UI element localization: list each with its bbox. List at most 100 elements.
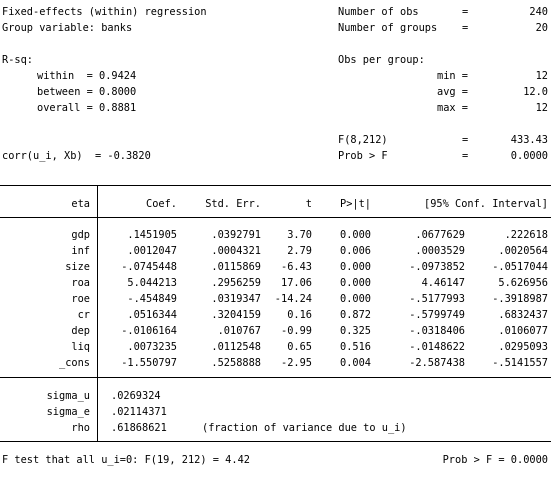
nobs-eq: =: [462, 6, 469, 18]
table-top-rule: [0, 185, 551, 186]
sigma-var-name: sigma_e: [46, 406, 90, 418]
coef-value: -.454849: [127, 293, 177, 305]
coef-value: -1.550797: [121, 357, 177, 369]
obs-per-group-label: Obs per group:: [338, 54, 425, 66]
col-t-header: t: [305, 198, 312, 210]
se-value: .0004321: [211, 245, 261, 257]
nobs-label: Number of obs: [338, 6, 419, 18]
prob-f-value: 0.0000: [510, 150, 548, 162]
col-p-header: P>|t|: [340, 198, 371, 210]
prob-f-eq: =: [462, 150, 469, 162]
ci-upper: .6832437: [498, 309, 548, 321]
f-stat-value: 433.43: [510, 134, 548, 146]
ci-upper: -.5141557: [492, 357, 548, 369]
max-value: 12: [535, 102, 548, 114]
se-value: .2956259: [211, 277, 261, 289]
prob-f-label: Prob > F: [338, 150, 388, 162]
ci-upper: 5.626956: [498, 277, 548, 289]
avg-label: avg =: [437, 86, 468, 98]
rsq-within: within = 0.9424: [37, 70, 137, 82]
rho-note: (fraction of variance due to u_i): [202, 422, 407, 434]
p-value: 0.000: [340, 229, 371, 241]
ngroups-eq: =: [462, 22, 469, 34]
f-stat-label: F(8,212): [338, 134, 388, 146]
ci-upper: -.3918987: [492, 293, 548, 305]
var-name: inf: [71, 245, 90, 257]
var-name: gdp: [71, 229, 90, 241]
rsq-between: between = 0.8000: [37, 86, 137, 98]
col-se-header: Std. Err.: [205, 198, 261, 210]
table-header-rule: [0, 217, 551, 218]
min-label: min =: [437, 70, 468, 82]
var-name: _cons: [59, 357, 90, 369]
col-ci-header: [95% Conf. Interval]: [424, 198, 548, 210]
var-name: roe: [71, 293, 90, 305]
ci-lower: .0003529: [415, 245, 465, 257]
corr-ui-xb: corr(u_i, Xb) = -0.3820: [2, 150, 151, 162]
ngroups-label: Number of groups: [338, 22, 438, 34]
p-value: 0.004: [340, 357, 371, 369]
p-value: 0.006: [340, 245, 371, 257]
max-label: max =: [437, 102, 468, 114]
ci-upper: .0020564: [498, 245, 548, 257]
p-value: 0.000: [340, 277, 371, 289]
avg-value: 12.0: [523, 86, 548, 98]
f-test-prob: Prob > F = 0.0000: [442, 454, 548, 466]
t-value: -0.99: [281, 325, 312, 337]
ci-upper: -.0517044: [492, 261, 548, 273]
regression-title: Fixed-effects (within) regression: [2, 6, 207, 18]
ngroups-value: 20: [535, 22, 548, 34]
p-value: 0.000: [340, 293, 371, 305]
p-value: 0.325: [340, 325, 371, 337]
var-name: roa: [71, 277, 90, 289]
p-value: 0.516: [340, 341, 371, 353]
table-bottom-rule: [0, 441, 551, 442]
coef-value: -.0745448: [121, 261, 177, 273]
table-column-divider: [97, 185, 98, 442]
sigma-value: .61868621: [111, 422, 167, 434]
var-name: cr: [77, 309, 90, 321]
t-value: 17.06: [281, 277, 312, 289]
table-mid-rule: [0, 377, 551, 378]
se-value: .5258888: [211, 357, 261, 369]
depvar-header: eta: [71, 198, 90, 210]
se-value: .0115869: [211, 261, 261, 273]
ci-lower: -.5799749: [409, 309, 465, 321]
t-value: 0.65: [287, 341, 312, 353]
se-value: .3204159: [211, 309, 261, 321]
p-value: 0.000: [340, 261, 371, 273]
ci-upper: .222618: [504, 229, 548, 241]
t-value: -6.43: [281, 261, 312, 273]
col-coef-header: Coef.: [146, 198, 177, 210]
coef-value: -.0106164: [121, 325, 177, 337]
coef-value: 5.044213: [127, 277, 177, 289]
nobs-value: 240: [529, 6, 548, 18]
ci-upper: .0295093: [498, 341, 548, 353]
f-test-text: F test that all u_i=0: F(19, 212) = 4.42: [2, 454, 250, 466]
sigma-value: .02114371: [111, 406, 167, 418]
f-stat-eq: =: [462, 134, 469, 146]
sigma-var-name: rho: [71, 422, 90, 434]
p-value: 0.872: [340, 309, 371, 321]
group-variable: Group variable: banks: [2, 22, 133, 34]
t-value: 3.70: [287, 229, 312, 241]
min-value: 12: [535, 70, 548, 82]
se-value: .0319347: [211, 293, 261, 305]
var-name: liq: [71, 341, 90, 353]
se-value: .0392791: [211, 229, 261, 241]
ci-lower: -.0148622: [409, 341, 465, 353]
ci-lower: -.0973852: [409, 261, 465, 273]
ci-lower: 4.46147: [421, 277, 465, 289]
t-value: 2.79: [287, 245, 312, 257]
se-value: .010767: [217, 325, 261, 337]
coef-value: .0012047: [127, 245, 177, 257]
se-value: .0112548: [211, 341, 261, 353]
ci-lower: -.5177993: [409, 293, 465, 305]
coef-value: .0073235: [127, 341, 177, 353]
rsq-overall: overall = 0.8881: [37, 102, 137, 114]
sigma-value: .0269324: [111, 390, 161, 402]
coef-value: .0516344: [127, 309, 177, 321]
ci-lower: .0677629: [415, 229, 465, 241]
ci-lower: -.0318406: [409, 325, 465, 337]
ci-lower: -2.587438: [409, 357, 465, 369]
